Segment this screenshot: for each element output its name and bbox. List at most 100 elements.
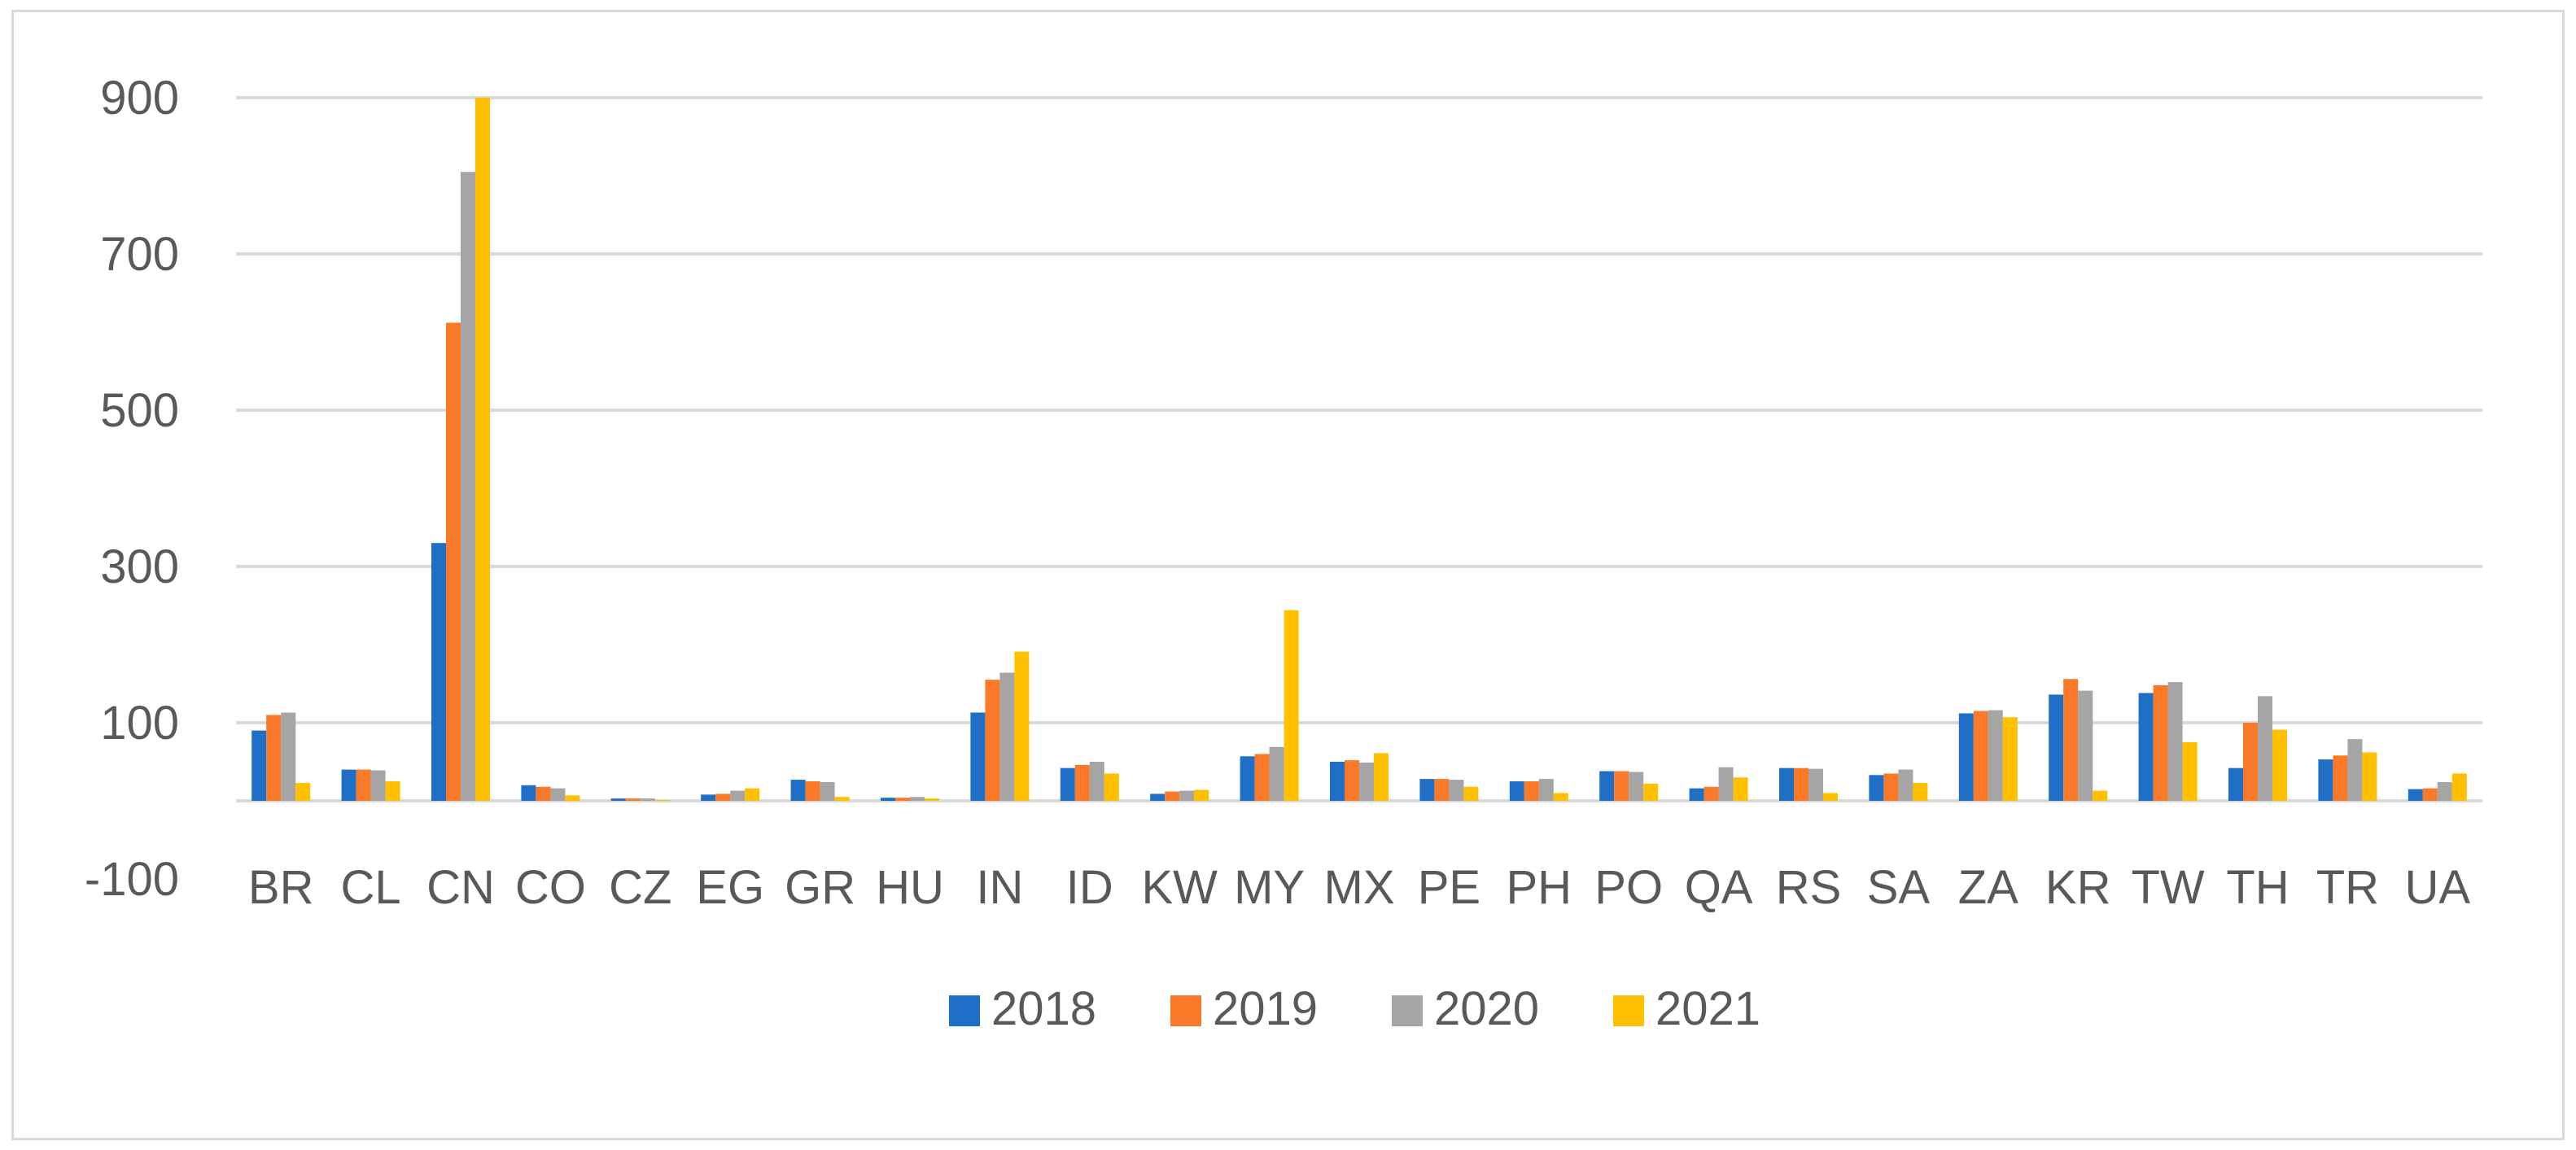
chart-frame: [11, 10, 2565, 1140]
x-tick-label: RS: [1776, 861, 1842, 914]
bar-id-2018: [1060, 767, 1075, 801]
bar-tr-2021: [2362, 752, 2377, 801]
bar-ua-2020: [2437, 781, 2452, 801]
bars: [251, 98, 2467, 802]
bar-my-2021: [1284, 610, 1299, 801]
bar-pe-2020: [1449, 780, 1464, 801]
x-tick-label: CO: [515, 861, 586, 914]
bar-tw-2021: [2182, 742, 2198, 801]
x-tick-label: KR: [2045, 861, 2111, 914]
bar-ph-2021: [1553, 793, 1568, 801]
bar-mx-2018: [1330, 762, 1345, 801]
bar-eg-2021: [745, 788, 760, 801]
bar-eg-2018: [701, 794, 716, 801]
bar-br-2020: [281, 712, 296, 801]
bar-kr-2019: [2063, 679, 2079, 801]
x-tick-label: PH: [1507, 861, 1572, 914]
bar-cz-2021: [654, 800, 670, 802]
bar-ua-2021: [2451, 773, 2467, 801]
x-tick-label: SA: [1867, 861, 1931, 914]
bar-tr-2020: [2347, 739, 2363, 801]
bar-cz-2019: [625, 798, 641, 801]
bar-rs-2019: [1794, 767, 1808, 801]
legend-label: 2020: [1434, 982, 1539, 1035]
x-tick-label: TH: [2226, 861, 2289, 914]
bar-pe-2018: [1419, 779, 1435, 801]
bar-rs-2021: [1823, 793, 1838, 801]
bar-ua-2018: [2408, 789, 2423, 801]
bar-br-2018: [251, 730, 267, 801]
bar-tw-2018: [2138, 693, 2154, 801]
x-tick-label: HU: [876, 861, 944, 914]
x-tick-label: KW: [1141, 861, 1218, 914]
bar-gr-2019: [805, 781, 820, 801]
x-tick-label: TW: [2132, 861, 2205, 914]
bar-tr-2019: [2333, 755, 2348, 801]
bar-kw-2018: [1150, 794, 1166, 801]
bar-po-2019: [1614, 771, 1629, 801]
bar-mx-2021: [1374, 753, 1389, 801]
bar-co-2020: [550, 788, 566, 801]
bar-th-2019: [2243, 723, 2258, 801]
bar-za-2020: [1988, 710, 2003, 801]
bar-hu-2019: [895, 798, 910, 801]
x-tick-label: CZ: [609, 861, 671, 914]
bar-br-2019: [266, 715, 282, 801]
bar-cl-2021: [385, 781, 400, 801]
bar-cl-2020: [370, 770, 386, 801]
bar-gr-2021: [834, 797, 850, 801]
bar-kw-2020: [1179, 790, 1195, 801]
bar-mx-2020: [1359, 762, 1374, 801]
y-tick-label: 300: [100, 540, 179, 593]
bar-eg-2020: [730, 790, 746, 801]
legend-label: 2021: [1655, 982, 1760, 1035]
bar-za-2021: [2002, 717, 2018, 801]
legend-swatch: [1170, 995, 1201, 1026]
bar-rs-2020: [1808, 768, 1823, 801]
bar-mx-2019: [1345, 760, 1359, 801]
bar-po-2021: [1643, 783, 1659, 801]
bar-hu-2018: [881, 798, 895, 801]
bar-th-2018: [2228, 767, 2243, 801]
bar-br-2021: [295, 782, 311, 801]
bar-id-2019: [1074, 764, 1090, 801]
bar-cz-2018: [610, 798, 626, 801]
legend: 2018 2019 2020 2021: [949, 982, 1760, 1035]
bar-hu-2020: [910, 797, 925, 801]
x-tick-label: UA: [2405, 861, 2471, 914]
x-tick-label: PO: [1594, 861, 1663, 914]
bar-th-2020: [2258, 696, 2272, 801]
bar-cn-2021: [475, 98, 490, 801]
y-tick-label: 900: [100, 72, 179, 125]
bar-my-2018: [1240, 756, 1255, 801]
legend-label: 2019: [1213, 982, 1318, 1035]
bar-eg-2019: [715, 794, 731, 801]
bar-qa-2021: [1733, 777, 1748, 801]
bar-sa-2019: [1883, 773, 1899, 801]
legend-swatch: [1613, 995, 1644, 1026]
bar-kw-2019: [1165, 791, 1180, 801]
bar-ph-2019: [1524, 781, 1539, 801]
bar-pe-2021: [1463, 786, 1479, 801]
legend-label: 2018: [991, 982, 1096, 1035]
x-tick-label: QA: [1685, 861, 1753, 914]
bar-my-2020: [1269, 746, 1284, 801]
bar-in-2020: [999, 672, 1015, 801]
bar-qa-2020: [1718, 767, 1734, 801]
x-tick-label: PE: [1418, 861, 1480, 914]
bar-sa-2020: [1898, 769, 1913, 801]
bar-gr-2018: [790, 780, 806, 801]
bar-tw-2019: [2153, 684, 2168, 801]
bar-id-2021: [1104, 773, 1119, 801]
bar-qa-2018: [1689, 788, 1704, 801]
bar-my-2019: [1254, 754, 1270, 801]
bar-id-2020: [1089, 762, 1104, 801]
x-tick-label: BR: [248, 861, 314, 914]
bar-po-2020: [1629, 772, 1644, 801]
bar-sa-2018: [1869, 775, 1884, 801]
gridlines: [236, 96, 2482, 802]
y-tick-label: 500: [100, 384, 179, 437]
x-axis-ticks: BR CL CN CO CZ EG GR HU IN ID KW MY MX PE PH PO QA RS SA ZA…: [248, 861, 2470, 914]
bar-tr-2018: [2318, 759, 2333, 801]
